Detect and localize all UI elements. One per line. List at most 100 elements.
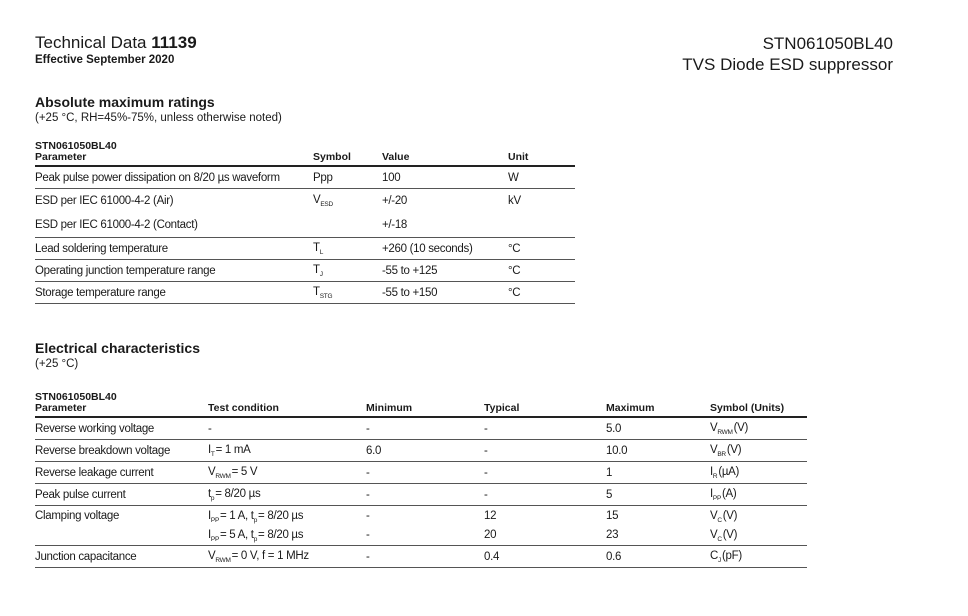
cell-text: 1 (606, 466, 613, 479)
cell-text: 12 (484, 510, 497, 522)
table-cell: 0.4 (484, 545, 606, 568)
cell-text: W (508, 171, 519, 184)
table-cell: 100 (382, 166, 508, 189)
table-cell: VESD (313, 189, 382, 214)
cell-line: VC(V) (710, 526, 807, 545)
cell-text: 15 (606, 510, 619, 522)
table-cell: Reverse leakage current (35, 461, 208, 484)
table-cell: - (484, 483, 606, 506)
table-cell: ESD per IEC 61000-4-2 (Contact) (35, 213, 313, 238)
cell-text: T (313, 263, 320, 276)
table-cell: Peak pulse current (35, 483, 208, 506)
table-cell: 6.0 (366, 439, 484, 462)
cell-text: I (208, 443, 211, 456)
column-header: Maximum (606, 402, 710, 418)
effective-date: Effective September 2020 (35, 54, 175, 66)
table-cell: 12 20 (484, 505, 606, 546)
table-cell: CJ(pF) (710, 545, 807, 568)
abs-max-table: Parameter Symbol Value Unit Peak pulse power… (35, 151, 575, 304)
table-cell: - (484, 417, 606, 440)
table-cell: Reverse working voltage (35, 417, 208, 440)
table-cell: IR(µA) (710, 461, 807, 484)
cell-text: I (710, 487, 713, 500)
table-row: ESD per IEC 61000-4-2 (Contact) +/-18 (35, 213, 575, 238)
cell-text: T (313, 241, 320, 254)
table-cell: +/-20 (382, 189, 508, 214)
table-cell: +/-18 (382, 213, 508, 238)
cell-line (35, 526, 208, 545)
table-cell: 5.0 (606, 417, 710, 440)
table-title-abs-max: STN061050BL40 (35, 140, 117, 152)
column-header: Symbol (313, 151, 382, 167)
cell-text: (A) (721, 487, 737, 500)
table-cell: Junction capacitance (35, 545, 208, 568)
table-title-electrical: STN061050BL40 (35, 391, 117, 403)
cell-text: +/-20 (382, 195, 408, 207)
cell-text: I (208, 529, 211, 541)
cell-text: - (366, 510, 370, 522)
cell-text: Peak pulse current (35, 488, 126, 501)
table-cell: Storage temperature range (35, 281, 313, 304)
cell-text: V (710, 529, 718, 541)
table-cell: - (484, 461, 606, 484)
table-cell: IPP(A) (710, 483, 807, 506)
cell-text: Junction capacitance (35, 550, 137, 563)
doc-number: 11139 (151, 33, 197, 52)
table-cell: Lead soldering temperature (35, 237, 313, 260)
cell-text: V (710, 421, 718, 434)
document-type: Technical Data 11139 (35, 33, 197, 53)
table-cell: 15 23 (606, 505, 710, 546)
column-header: Typical (484, 402, 606, 418)
table-cell: 5 (606, 483, 710, 506)
subscript: p (253, 517, 258, 524)
cell-text: (pF) (721, 549, 742, 562)
cell-text: - (484, 444, 488, 457)
cell-text: V (313, 194, 321, 206)
table-row: Peak pulse power dissipation on 8/20 µs … (35, 166, 575, 189)
cell-text: kV (508, 195, 521, 207)
cell-line: 15 (606, 507, 710, 526)
cell-line: - (366, 526, 484, 545)
table-cell: °C (508, 237, 575, 260)
subscript: C (717, 517, 722, 524)
table-cell: Operating junction temperature range (35, 259, 313, 282)
cell-text: - (484, 488, 488, 501)
cell-text: (V) (726, 443, 742, 456)
cell-text: - (366, 422, 370, 435)
cell-text: Reverse leakage current (35, 466, 154, 479)
cell-text: ESD per IEC 61000-4-2 (Air) (35, 195, 174, 207)
table-row: Clamping voltage IPP= 1 A, tp= 8/20 µs IPP… (35, 505, 807, 546)
cell-text: (µA) (718, 465, 740, 478)
table-cell: TSTG (313, 281, 382, 304)
cell-text: (V) (733, 421, 749, 434)
cell-text: +/-18 (382, 219, 408, 231)
cell-text: 20 (484, 529, 497, 541)
table-cell: Ppp (313, 166, 382, 189)
cell-text: +260 (10 seconds) (382, 242, 473, 255)
cell-text: -55 to +150 (382, 286, 438, 299)
table-row: Reverse leakage current VRWM= 5 V - -1 IR(µA… (35, 461, 807, 484)
part-number: STN061050BL40 (762, 34, 893, 53)
table-cell: VRWM= 5 V (208, 461, 366, 484)
cell-text: 6.0 (366, 444, 382, 457)
table-cell: TJ (313, 259, 382, 282)
cell-text: = 1 A, t (219, 510, 254, 522)
cell-line: VC(V) (710, 507, 807, 526)
cell-text: -55 to +125 (382, 264, 438, 277)
section-note-electrical: (+25 °C) (35, 358, 79, 370)
table-cell: 10.0 (606, 439, 710, 462)
cell-text: Ppp (313, 171, 333, 184)
table-cell: - (366, 461, 484, 484)
subscript: RWM (717, 428, 733, 436)
electrical-table: Parameter Test condition Minimum Typical Max… (35, 402, 807, 568)
table-cell: - (366, 545, 484, 568)
cell-text: (V) (722, 510, 738, 522)
table-cell: IT= 1 mA (208, 439, 366, 462)
table-row: Junction capacitance VRWM= 0 V, f = 1 MHz… (35, 545, 807, 568)
cell-text: Peak pulse power dissipation on 8/20 µs … (35, 171, 280, 184)
subscript: ESD (320, 201, 333, 208)
table-cell: -55 to +125 (382, 259, 508, 282)
table-cell: VBR(V) (710, 439, 807, 462)
subscript: L (319, 248, 324, 256)
subscript: RWM (215, 556, 231, 564)
